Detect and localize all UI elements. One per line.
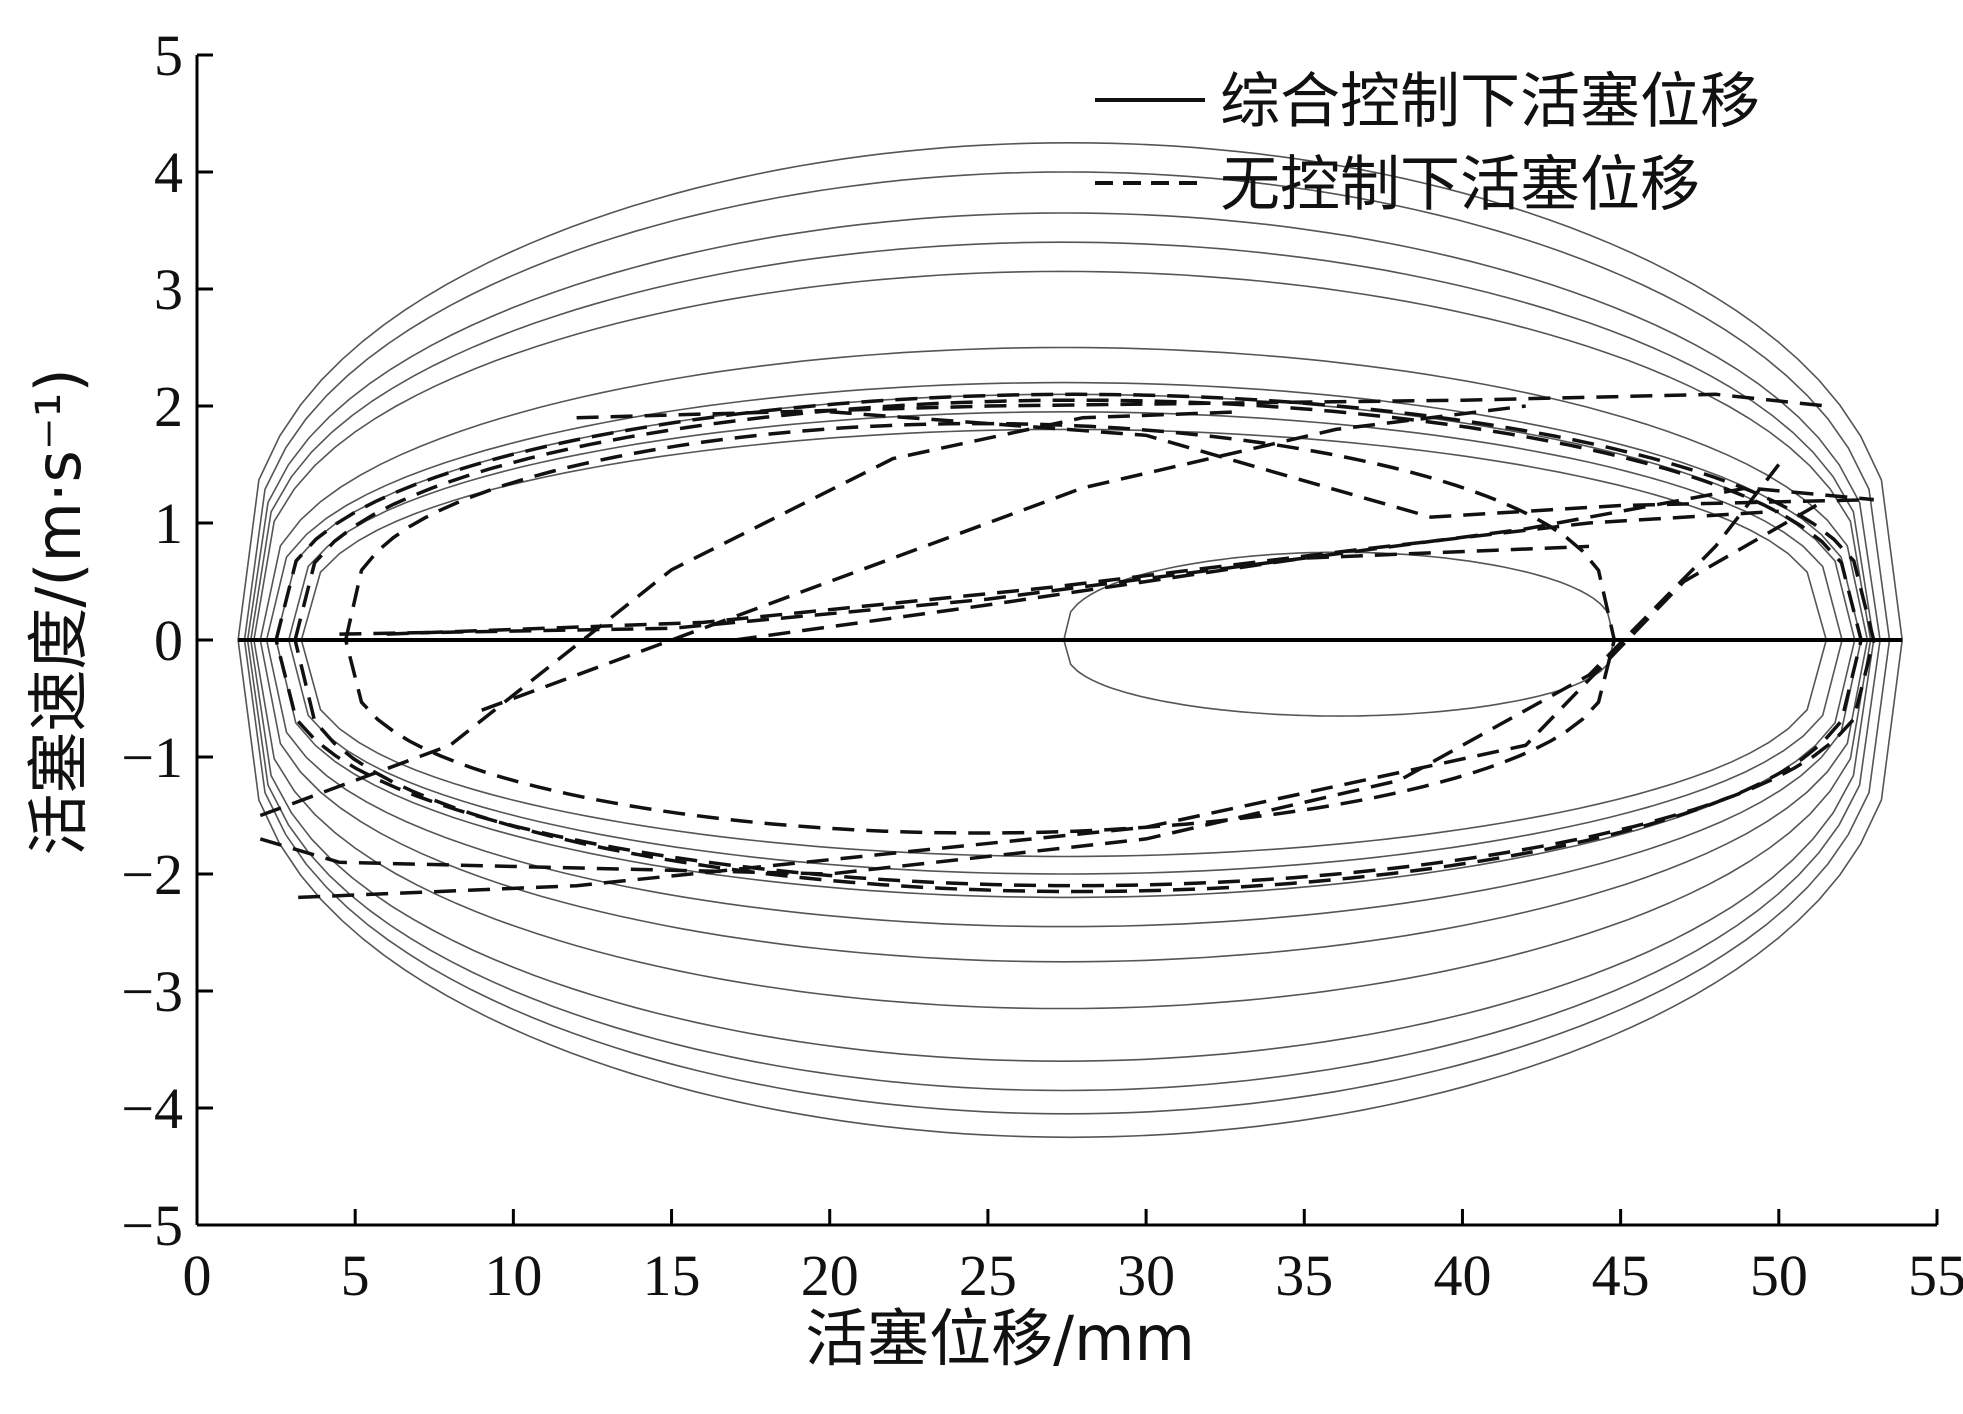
uncontrolled-trace-6: [829, 410, 1874, 519]
y-tick-label--1: −1: [121, 725, 183, 790]
legend-label-controlled: 综合控制下活塞位移: [1220, 67, 1760, 137]
x-tick-label-45: 45: [1592, 1243, 1650, 1308]
y-tick-label-0: 0: [154, 608, 183, 673]
x-tick-label-40: 40: [1433, 1243, 1491, 1308]
x-axis-title: 活塞位移/mm: [805, 1302, 1195, 1375]
legend-label-uncontrolled: 无控制下活塞位移: [1220, 150, 1700, 220]
x-tick-label-30: 30: [1117, 1243, 1175, 1308]
controlled-loop-6: [265, 381, 1862, 928]
y-tick-label-4: 4: [154, 140, 183, 205]
y-tick-label-5: 5: [154, 23, 183, 88]
x-tick-label-50: 50: [1750, 1243, 1808, 1308]
x-tick-label-0: 0: [183, 1243, 212, 1308]
x-ticks: 0 5 10 15 20 25 30 35 40 45 50 55: [183, 1209, 1963, 1308]
uncontrolled-trace-3: [339, 486, 1874, 636]
x-tick-label-35: 35: [1275, 1243, 1333, 1308]
y-tick-label--3: −3: [121, 959, 183, 1024]
y-tick-label-2: 2: [154, 374, 183, 439]
series-uncontrolled: [259, 392, 1876, 900]
y-tick-label--5: −5: [121, 1193, 183, 1258]
x-tick-label-10: 10: [484, 1243, 542, 1308]
uncontrolled-trace-4: [386, 509, 1779, 636]
uncontrolled-trace-7: [576, 392, 1827, 420]
y-tick-label-3: 3: [154, 257, 183, 322]
x-tick-label-15: 15: [643, 1243, 701, 1308]
uncontrolled-trace-8: [481, 404, 1526, 712]
legend: 综合控制下活塞位移 无控制下活塞位移: [1095, 67, 1760, 220]
uncontrolled-trace-1: [259, 463, 1781, 876]
controlled-loop-1: [243, 171, 1891, 1115]
uncontrolled-trace-5: [734, 544, 1590, 642]
y-axis-title: 活塞速度/(m·s⁻¹): [22, 368, 95, 855]
uncontrolled-loop-1: [293, 398, 1863, 894]
x-tick-label-20: 20: [801, 1243, 859, 1308]
uncontrolled-trace-0: [259, 410, 1242, 818]
x-tick-label-25: 25: [959, 1243, 1017, 1308]
controlled-loop-5: [259, 346, 1869, 963]
y-tick-label--4: −4: [121, 1076, 183, 1141]
y-tick-label--2: −2: [121, 842, 183, 907]
x-tick-label-5: 5: [341, 1243, 370, 1308]
x-tick-label-55: 55: [1908, 1243, 1963, 1308]
y-tick-label-1: 1: [154, 491, 183, 556]
controlled-loop-3: [249, 241, 1875, 1063]
y-ticks: −5 −4 −3 −2 −1 0 1 2 3 4 5: [121, 23, 213, 1258]
